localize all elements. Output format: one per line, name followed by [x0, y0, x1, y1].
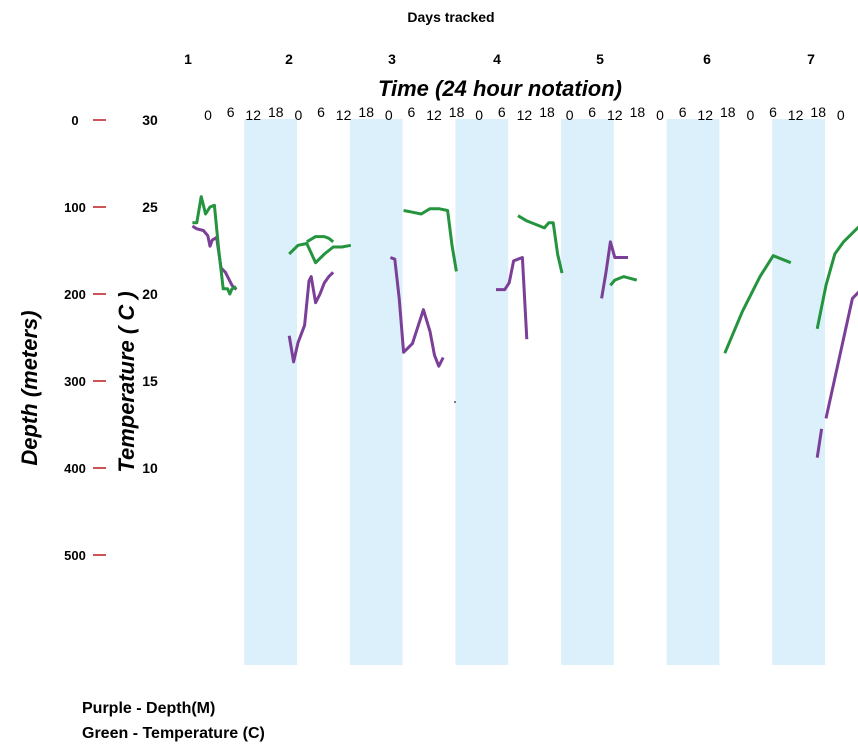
depth-line [824, 290, 858, 419]
hour-tick-label: 12 [426, 107, 442, 123]
hour-tick-label: 18 [449, 104, 465, 120]
depth-tick-label: 400 [64, 461, 86, 476]
hour-tick-label: 0 [204, 107, 212, 123]
night-band [772, 119, 825, 665]
temperature-tick-label: 10 [142, 460, 158, 476]
night-band [666, 119, 720, 665]
hour-tick-label: 6 [588, 104, 596, 120]
hour-tick-label: 12 [607, 107, 623, 123]
day-label: 6 [703, 51, 711, 67]
hour-tick-label: 0 [656, 107, 664, 123]
hour-tick-label: 18 [720, 104, 736, 120]
hour-tick-label: 18 [358, 104, 374, 120]
day-label: 1 [184, 51, 192, 67]
hour-tick-label: 18 [268, 104, 284, 120]
depth-line [287, 271, 335, 364]
temperature-tick-label: 20 [142, 286, 158, 302]
temperature-line [403, 207, 458, 272]
temperature-tick-label: 15 [142, 373, 158, 389]
hour-tick-label: 0 [385, 107, 393, 123]
hour-tick-label: 12 [336, 107, 352, 123]
depth-line [815, 428, 824, 458]
hour-tick-label: 0 [566, 107, 574, 123]
hour-tick-label: 18 [630, 104, 646, 120]
depth-line [600, 240, 628, 299]
day-labels: 1 2 3 4 5 6 7 [184, 51, 815, 67]
temperature-line [288, 242, 352, 265]
day-label: 3 [388, 51, 396, 67]
night-bands [244, 119, 825, 665]
hour-tick-label: 0 [295, 107, 303, 123]
hour-tick-label: 18 [810, 104, 826, 120]
depth-tick-label: 300 [64, 374, 86, 389]
hour-tick-labels: 0 6 12 18 0 6 12 18 0 6 12 18 0 6 12 18 0 6 12 18 0 6 12 18 0 6 12… [204, 104, 845, 123]
depth-line [496, 256, 529, 340]
hour-tick-label: 0 [747, 107, 755, 123]
temperature-line [609, 275, 638, 287]
stray-dot [454, 401, 456, 403]
legend-depth: Purple - Depth(M) [82, 700, 216, 717]
temperature-line [306, 235, 335, 244]
hour-tick-label: 6 [679, 104, 687, 120]
temperature-tick-label: 25 [142, 199, 158, 215]
hour-tick-label: 6 [317, 104, 325, 120]
depth-tick-label: 100 [64, 200, 86, 215]
temperature-line [723, 254, 792, 354]
day-label: 7 [807, 51, 815, 67]
temperature-line [517, 214, 564, 274]
temperature-line [192, 195, 237, 296]
depth-axis: 0 100 200 300 400 500 [64, 113, 106, 563]
hour-tick-label: 12 [245, 107, 261, 123]
night-band [561, 119, 614, 665]
depth-line [389, 256, 445, 368]
hour-tick-label: 6 [498, 104, 506, 120]
depth-line [191, 224, 238, 291]
day-label: 5 [596, 51, 604, 67]
hour-tick-label: 18 [539, 104, 555, 120]
depth-tick-label: 200 [64, 287, 86, 302]
night-band [244, 119, 297, 665]
hour-tick-label: 0 [475, 107, 483, 123]
depth-tick-label: 0 [71, 113, 78, 128]
chart-title: Days tracked [407, 9, 494, 25]
legend-temperature: Green - Temperature (C) [82, 725, 265, 742]
hour-tick-label: 6 [408, 104, 416, 120]
series-lines [191, 195, 858, 458]
temperature-line [815, 225, 858, 330]
night-band [349, 119, 403, 665]
depth-tick-label: 500 [64, 548, 86, 563]
hour-tick-label: 6 [227, 104, 235, 120]
hour-tick-label: 12 [697, 107, 713, 123]
night-band [455, 119, 509, 665]
day-label: 2 [285, 51, 293, 67]
hour-tick-label: 12 [788, 107, 804, 123]
hour-tick-label: 6 [769, 104, 777, 120]
temperature-axis-title: Temperature ( C ) [114, 291, 139, 472]
hour-tick-label: 12 [517, 107, 533, 123]
temperature-tick-label: 30 [142, 112, 158, 128]
day-label: 4 [493, 51, 501, 67]
depth-axis-title: Depth (meters) [17, 310, 42, 465]
hour-tick-label: 0 [837, 107, 845, 123]
x-axis-title: Time (24 hour notation) [378, 76, 622, 101]
temperature-axis: 30 25 20 15 10 [142, 112, 158, 476]
